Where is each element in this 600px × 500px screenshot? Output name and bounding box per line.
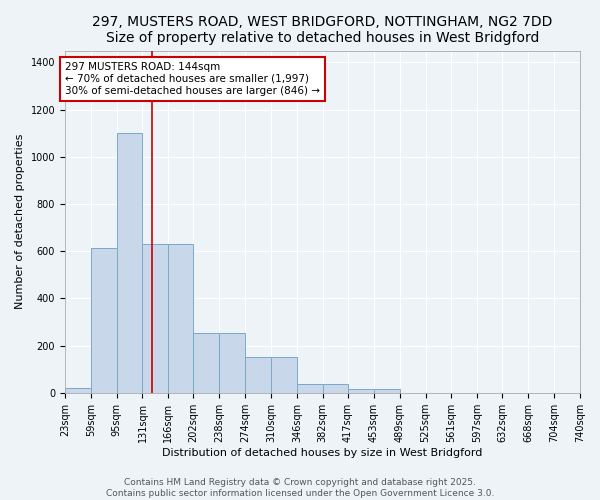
Bar <box>245 358 271 392</box>
Bar <box>297 384 323 392</box>
Bar <box>116 133 142 392</box>
Bar <box>91 248 116 392</box>
Bar <box>323 384 348 392</box>
Bar <box>271 358 297 392</box>
Bar <box>374 389 400 392</box>
Title: 297, MUSTERS ROAD, WEST BRIDGFORD, NOTTINGHAM, NG2 7DD
Size of property relative: 297, MUSTERS ROAD, WEST BRIDGFORD, NOTTI… <box>92 15 553 45</box>
Bar <box>348 389 374 392</box>
Y-axis label: Number of detached properties: Number of detached properties <box>15 134 25 310</box>
Bar <box>167 244 193 392</box>
Bar <box>142 244 167 392</box>
Bar <box>65 388 91 392</box>
Text: Contains HM Land Registry data © Crown copyright and database right 2025.
Contai: Contains HM Land Registry data © Crown c… <box>106 478 494 498</box>
Bar <box>193 332 220 392</box>
Text: 297 MUSTERS ROAD: 144sqm
← 70% of detached houses are smaller (1,997)
30% of sem: 297 MUSTERS ROAD: 144sqm ← 70% of detach… <box>65 62 320 96</box>
X-axis label: Distribution of detached houses by size in West Bridgford: Distribution of detached houses by size … <box>162 448 482 458</box>
Bar <box>220 332 245 392</box>
